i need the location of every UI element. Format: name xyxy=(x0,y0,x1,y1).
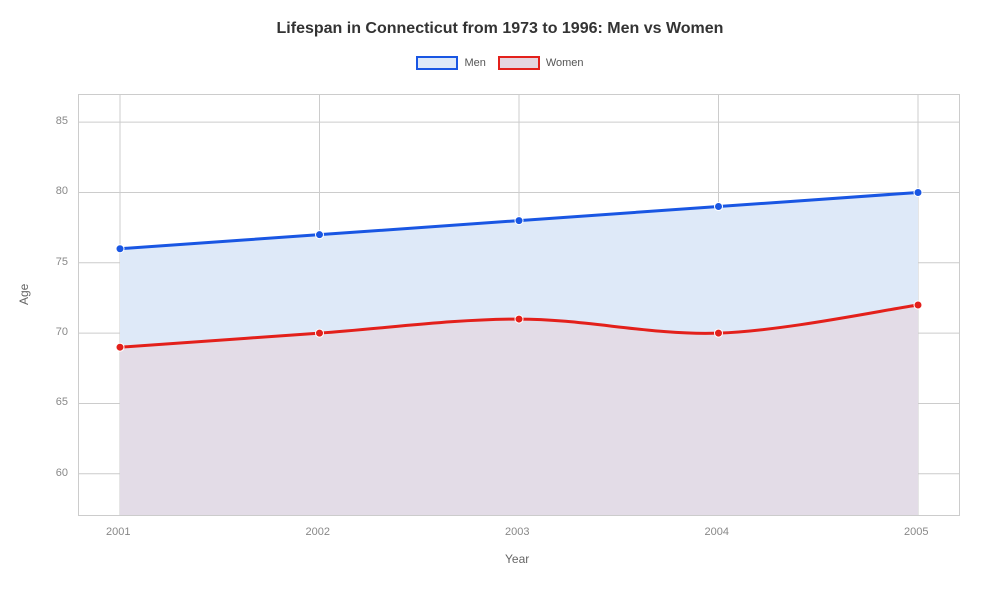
marker-women xyxy=(515,315,523,323)
y-axis-label: Age xyxy=(17,284,31,305)
chart-title: Lifespan in Connecticut from 1973 to 199… xyxy=(0,0,1000,38)
marker-men xyxy=(715,203,723,211)
y-tick-label: 75 xyxy=(56,256,68,268)
plot-area xyxy=(78,94,960,516)
marker-women xyxy=(715,329,723,337)
legend-item-women: Women xyxy=(498,56,584,70)
marker-women xyxy=(116,343,124,351)
y-tick-label: 60 xyxy=(56,467,68,479)
x-tick-label: 2003 xyxy=(505,526,529,538)
legend-item-men: Men xyxy=(416,56,485,70)
chart-container: Lifespan in Connecticut from 1973 to 199… xyxy=(0,0,1000,600)
marker-men xyxy=(116,245,124,253)
x-tick-label: 2005 xyxy=(904,526,928,538)
legend-swatch-men xyxy=(416,56,458,70)
x-tick-label: 2004 xyxy=(705,526,729,538)
x-tick-label: 2002 xyxy=(306,526,330,538)
marker-men xyxy=(914,188,922,196)
marker-women xyxy=(316,329,324,337)
y-tick-label: 70 xyxy=(56,326,68,338)
legend-label-men: Men xyxy=(464,57,485,69)
legend-swatch-women xyxy=(498,56,540,70)
y-tick-label: 65 xyxy=(56,396,68,408)
marker-men xyxy=(515,217,523,225)
y-tick-label: 85 xyxy=(56,115,68,127)
marker-women xyxy=(914,301,922,309)
legend-label-women: Women xyxy=(546,57,584,69)
x-tick-label: 2001 xyxy=(106,526,130,538)
legend: Men Women xyxy=(0,56,1000,70)
marker-men xyxy=(316,231,324,239)
x-axis-label: Year xyxy=(505,552,529,566)
y-tick-label: 80 xyxy=(56,185,68,197)
